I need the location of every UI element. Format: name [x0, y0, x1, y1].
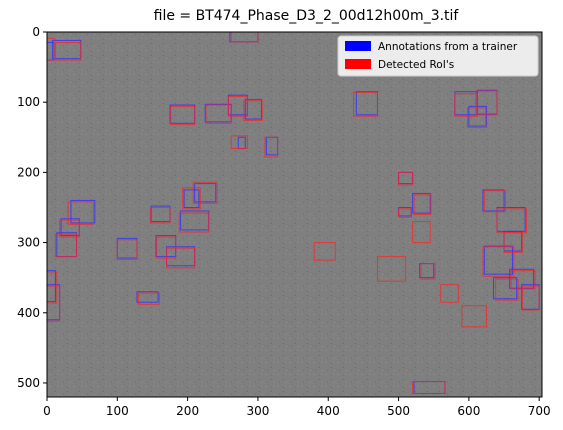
y-tick-label-3: 300: [17, 236, 40, 250]
detected-roi-box-32: [495, 278, 519, 301]
y-tick-label-5: 500: [17, 376, 40, 390]
detected-roi-box-15: [166, 247, 196, 269]
detected-roi-box-36: [521, 285, 540, 311]
trainer-annotation-box-5: [244, 98, 262, 120]
detected-roi-box-28: [475, 90, 498, 116]
detected-roi-box-34: [412, 381, 446, 394]
detected-roi-box-3: [137, 292, 160, 305]
trainer-annotation-box-3: [136, 291, 159, 303]
detected-roi-box-19: [54, 233, 78, 258]
detected-roi-box-10: [192, 181, 218, 204]
detected-roi-box-16: [116, 239, 138, 260]
x-tick-label-7: 700: [528, 404, 551, 418]
y-tick-label-0: 0: [32, 25, 40, 39]
x-tick-label-6: 600: [457, 404, 480, 418]
detected-roi-box-18: [59, 219, 80, 238]
detected-roi-box-6: [205, 104, 232, 124]
trainer-annotation-box-10: [194, 183, 217, 203]
trainer-annotation-box-11: [183, 189, 200, 208]
detected-roi-box-24: [413, 194, 432, 216]
detected-roi-box-4: [227, 96, 248, 117]
detected-roi-box-42: [440, 284, 459, 303]
detected-roi-box-9: [230, 135, 248, 150]
detected-roi-box-17: [67, 201, 94, 225]
legend-label-detected: Detected RoI's: [378, 59, 454, 71]
legend: Annotations from a trainer Detected RoI'…: [337, 35, 539, 77]
detected-roi-box-25: [466, 107, 487, 128]
detected-roi-box-38: [313, 242, 336, 261]
detected-roi-box-31: [482, 246, 515, 277]
trainer-annotation-box-29: [482, 189, 505, 212]
detected-roi-box-2: [230, 32, 259, 43]
detected-roi-box-27: [454, 93, 478, 117]
detected-roi-box-20: [47, 271, 58, 304]
legend-swatch-annotations: [345, 41, 371, 51]
plot-frame: [46, 31, 543, 398]
detected-roi-box-22: [398, 208, 412, 218]
detected-roi-box-41: [461, 305, 487, 328]
detected-roi-box-35: [510, 270, 536, 290]
trainer-annotation-box-24: [412, 192, 431, 214]
detected-roi-box-13: [178, 212, 210, 233]
detected-roi-box-37: [420, 263, 436, 280]
detected-roi-box-26: [353, 91, 378, 117]
microscopy-image: [47, 32, 542, 397]
chart-title: file = BT474_Phase_D3_2_00d12h00m_3.tif: [154, 8, 460, 24]
detected-roi-box-5: [243, 100, 263, 121]
trainer-annotation-box-17: [70, 199, 96, 224]
detected-roi-box-1: [47, 37, 55, 61]
x-tick-label-2: 200: [176, 404, 199, 418]
detected-roi-box-12: [149, 206, 171, 224]
legend-swatch-detected: [345, 59, 371, 69]
detected-roi-box-8: [264, 136, 279, 158]
x-tick-label-3: 300: [246, 404, 269, 418]
y-tick-label-2: 200: [17, 165, 40, 179]
boxes-layer: [47, 32, 540, 394]
x-tick-label-5: 500: [387, 404, 410, 418]
detected-roi-box-0: [54, 42, 82, 61]
detected-roi-box-29: [483, 190, 506, 213]
detected-roi-box-11: [182, 187, 201, 210]
legend-label-annotations: Annotations from a trainer: [378, 41, 518, 53]
trainer-annotation-box-31: [483, 245, 513, 275]
x-tick-label-4: 400: [317, 404, 340, 418]
x-tick-label-1: 100: [106, 404, 129, 418]
legend-box: [337, 35, 539, 77]
detected-roi-box-39: [376, 256, 407, 282]
axes-layer: 0 100 200 300 400 500 600 700 0 100 200 300 400 500: [17, 25, 551, 418]
detected-roi-box-23: [398, 171, 414, 186]
detected-roi-box-21: [47, 285, 61, 322]
y-tick-label-1: 100: [17, 95, 40, 109]
detected-roi-box-40: [412, 221, 431, 244]
detected-roi-box-33: [503, 232, 523, 253]
detected-roi-box-7: [170, 105, 196, 126]
x-tick-label-0: 0: [43, 404, 51, 418]
y-tick-label-4: 400: [17, 306, 40, 320]
